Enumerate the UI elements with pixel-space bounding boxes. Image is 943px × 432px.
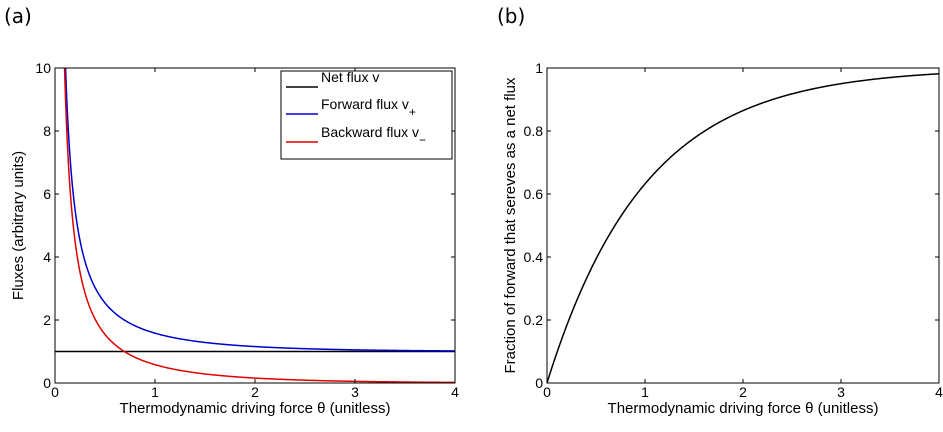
legend: Net flux v Forward flux v+ Backward flux v… [280, 69, 453, 160]
legend-box [280, 70, 453, 160]
axes-frame [546, 67, 940, 384]
y-tick-label: 0.4 [524, 249, 544, 265]
y-tick-label: 0.8 [524, 123, 544, 139]
y-tick-label: 10 [35, 60, 51, 76]
y-tick-label: 0.6 [524, 186, 544, 202]
legend-entry-text: Net flux v [321, 69, 379, 85]
legend-entry-text: Backward flux v [321, 124, 419, 140]
y-tick-label: 4 [43, 249, 51, 265]
x-tick-label: 2 [739, 384, 747, 400]
y-tick-label: 1 [535, 60, 543, 76]
x-tick-label: 4 [451, 384, 459, 400]
legend-entry: Forward flux v+ [321, 96, 416, 119]
panel-letter-b: (b) [497, 4, 526, 28]
legend-entry: Net flux v [321, 69, 379, 85]
y-axis-label: Fluxes (arbitrary units) [10, 151, 27, 300]
legend-entry-subscript: − [419, 133, 426, 147]
y-tick-label: 2 [43, 312, 51, 328]
series-line-fraction [547, 73, 939, 383]
series-line-forward-flux-v [64, 68, 455, 352]
x-tick-label: 1 [151, 384, 159, 400]
x-tick-label: 2 [251, 384, 259, 400]
x-tick-label: 0 [543, 384, 551, 400]
x-tick-label: 3 [351, 384, 359, 400]
y-tick-label: 0 [535, 375, 543, 391]
x-axis-label: Thermodynamic driving force θ (unitless) [120, 400, 391, 417]
y-tick-label: 6 [43, 186, 51, 202]
series-line-backward-flux-v [63, 68, 455, 383]
y-tick-label: 8 [43, 123, 51, 139]
legend-entry-text: Forward flux v [321, 96, 409, 112]
x-tick-label: 1 [641, 384, 649, 400]
panel-letter-a: (a) [4, 4, 32, 28]
x-tick-label: 4 [935, 384, 943, 400]
x-axis-label: Thermodynamic driving force θ (unitless) [608, 400, 879, 417]
x-tick-label: 0 [51, 384, 59, 400]
x-tick-label: 3 [837, 384, 845, 400]
y-tick-label: 0 [43, 375, 51, 391]
y-axis-label: Fraction of forward that sereves as a ne… [502, 77, 519, 373]
chart-a: 0 1 2 3 4 0 2 4 6 8 10 Thermodynamic driving force … [10, 60, 459, 417]
legend-entry-subscript: + [409, 105, 416, 119]
y-tick-label: 0.2 [524, 312, 544, 328]
legend-entry: Backward flux v− [321, 124, 426, 147]
